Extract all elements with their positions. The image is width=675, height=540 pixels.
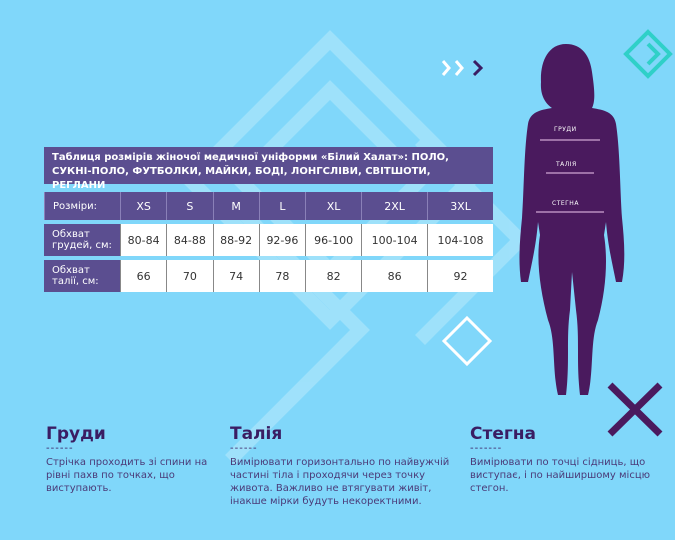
value-cell: 70 bbox=[166, 260, 213, 292]
value-cell: 78 bbox=[258, 260, 306, 292]
cross-icon bbox=[607, 382, 663, 437]
row-label: Обхват грудей, см: bbox=[44, 224, 120, 256]
value-cell: 96-100 bbox=[305, 224, 362, 256]
woman-silhouette bbox=[519, 44, 625, 395]
table-row: Обхват талії, см: 66 70 74 78 82 86 92 bbox=[44, 260, 493, 292]
value-cell: 86 bbox=[361, 260, 428, 292]
size-cell: 3XL bbox=[427, 192, 493, 220]
size-table: Розміри: XS S M L XL 2XL 3XL Обхват груд… bbox=[44, 188, 493, 296]
section-bust: Груди ------ Стрічка проходить зі спини … bbox=[46, 424, 216, 495]
size-cell: 2XL bbox=[361, 192, 428, 220]
size-cell: L bbox=[258, 192, 306, 220]
section-hips: Стегна ------- Вимірювати по точці сідни… bbox=[470, 424, 655, 495]
header-label: Розміри: bbox=[44, 192, 120, 220]
value-cell: 84-88 bbox=[166, 224, 213, 256]
value-cell: 104-108 bbox=[427, 224, 493, 256]
section-waist: Талія ------ Вимірювати горизонтально по… bbox=[230, 424, 455, 508]
section-title: Стегна bbox=[470, 424, 536, 444]
value-cell: 80-84 bbox=[120, 224, 167, 256]
diamond-logo-icon bbox=[623, 29, 673, 79]
table-header-row: Розміри: XS S M L XL 2XL 3XL bbox=[44, 192, 493, 220]
figure-label-waist: ТАЛІЯ bbox=[556, 161, 577, 168]
table-title: Таблиця розмірів жіночої медичної уніфор… bbox=[44, 147, 493, 191]
section-text: Вимірювати горизонтально по найвужчій ча… bbox=[230, 457, 450, 507]
value-cell: 66 bbox=[120, 260, 167, 292]
section-text: Стрічка проходить зі спини на рівні пахв… bbox=[46, 457, 208, 494]
table-row: Обхват грудей, см: 80-84 84-88 88-92 92-… bbox=[44, 224, 493, 256]
size-cell: S bbox=[166, 192, 213, 220]
value-cell: 100-104 bbox=[361, 224, 428, 256]
section-text: Вимірювати по точці сідниць, що виступає… bbox=[470, 457, 651, 494]
size-cell: XS bbox=[120, 192, 167, 220]
figure-label-hips: СТЕГНА bbox=[552, 200, 579, 207]
value-cell: 82 bbox=[305, 260, 362, 292]
divider: ------ bbox=[230, 443, 258, 454]
value-cell: 88-92 bbox=[212, 224, 259, 256]
diamond-icon bbox=[441, 315, 493, 367]
row-label: Обхват талії, см: bbox=[44, 260, 120, 292]
divider: ------ bbox=[46, 443, 74, 454]
arrows-icon bbox=[441, 59, 484, 77]
divider: ------- bbox=[470, 443, 503, 454]
value-cell: 74 bbox=[212, 260, 259, 292]
size-cell: XL bbox=[305, 192, 362, 220]
size-cell: M bbox=[212, 192, 259, 220]
figure-label-bust: ГРУДИ bbox=[554, 126, 577, 133]
value-cell: 92 bbox=[427, 260, 493, 292]
section-title: Груди bbox=[46, 424, 106, 444]
value-cell: 92-96 bbox=[258, 224, 306, 256]
section-title: Талія bbox=[230, 424, 283, 444]
